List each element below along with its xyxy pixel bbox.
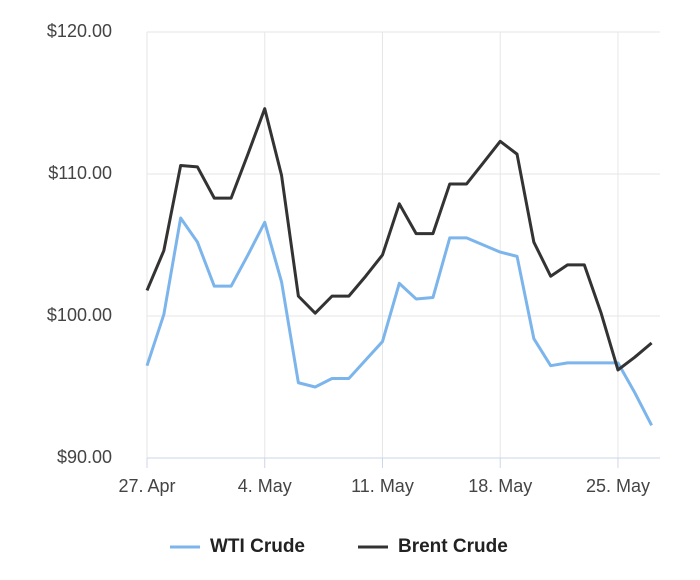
y-tick-label: $120.00 xyxy=(47,21,112,41)
y-tick-label: $90.00 xyxy=(57,447,112,467)
line-series xyxy=(145,216,653,427)
x-tick-label: 4. May xyxy=(238,476,292,496)
x-tick-label: 27. Apr xyxy=(118,476,175,496)
legend-item[interactable]: Brent Crude xyxy=(358,536,508,557)
y-tick-label: $100.00 xyxy=(47,305,112,325)
x-tick-label: 11. May xyxy=(351,476,414,496)
y-tick-label: $110.00 xyxy=(48,163,112,183)
x-tick-label: 18. May xyxy=(468,476,532,496)
legend-label: Brent Crude xyxy=(398,536,508,557)
legend-item[interactable]: WTI Crude xyxy=(170,536,305,557)
line-series xyxy=(145,107,653,372)
legend-label: WTI Crude xyxy=(210,536,305,557)
x-tick-label: 25. May xyxy=(586,476,650,496)
